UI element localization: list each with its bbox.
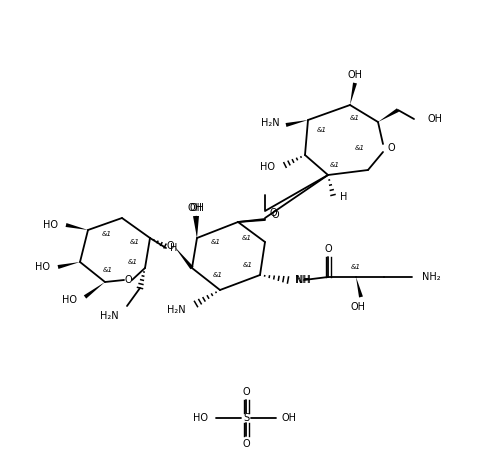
Polygon shape [58, 262, 80, 269]
Polygon shape [65, 223, 88, 230]
Text: H: H [170, 243, 178, 253]
Text: &1: &1 [128, 259, 138, 265]
Text: OH: OH [347, 70, 363, 80]
Text: HO: HO [260, 162, 275, 172]
Text: S: S [243, 413, 249, 423]
Polygon shape [356, 277, 363, 298]
Text: O: O [270, 208, 277, 218]
Polygon shape [350, 83, 357, 105]
Text: HO: HO [193, 413, 208, 423]
Text: &1: &1 [103, 267, 113, 273]
Text: HO: HO [35, 262, 50, 272]
Text: &1: &1 [242, 235, 252, 241]
Text: NH₂: NH₂ [422, 272, 441, 282]
Text: &1: &1 [102, 231, 112, 237]
Text: &1: &1 [350, 115, 360, 121]
Text: OH: OH [282, 413, 297, 423]
Text: NH: NH [295, 275, 310, 285]
Text: OH: OH [428, 114, 443, 124]
Text: &1: &1 [317, 127, 327, 133]
Text: H₂N: H₂N [167, 305, 186, 315]
Text: &1: &1 [330, 162, 340, 168]
Text: OH: OH [350, 302, 366, 312]
Polygon shape [193, 216, 197, 238]
Text: O: O [166, 241, 174, 251]
Text: &1: &1 [130, 239, 140, 245]
Polygon shape [285, 120, 308, 127]
Text: O: O [124, 275, 132, 285]
Text: H₂N: H₂N [261, 118, 280, 128]
Text: HO: HO [62, 295, 77, 305]
Text: O: O [387, 143, 395, 153]
Polygon shape [174, 246, 193, 269]
Text: &1: &1 [211, 239, 221, 245]
Text: &1: &1 [243, 262, 253, 268]
Text: O: O [242, 439, 250, 449]
Text: OH: OH [189, 203, 205, 213]
Text: H₂N: H₂N [100, 311, 119, 321]
Text: O: O [271, 210, 278, 220]
Text: &1: &1 [355, 145, 365, 151]
Text: &1: &1 [213, 272, 223, 278]
Text: H: H [340, 192, 347, 202]
Text: &1: &1 [351, 264, 361, 270]
Text: HO: HO [43, 220, 58, 230]
Text: O: O [242, 387, 250, 397]
Text: NH: NH [296, 275, 311, 285]
Text: O: O [324, 244, 332, 254]
Text: OH: OH [187, 203, 203, 213]
Polygon shape [84, 282, 105, 298]
Polygon shape [378, 108, 399, 122]
Polygon shape [195, 216, 199, 238]
